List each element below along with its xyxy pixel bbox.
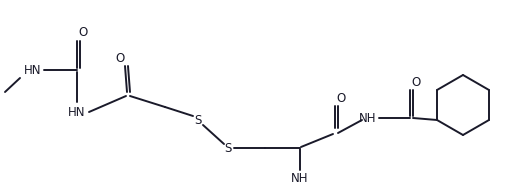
Text: NH: NH — [291, 173, 308, 185]
Text: O: O — [78, 26, 87, 40]
Text: O: O — [115, 51, 124, 64]
Text: HN: HN — [68, 105, 85, 119]
Text: NH: NH — [359, 112, 376, 125]
Text: S: S — [224, 142, 231, 154]
Text: O: O — [336, 91, 345, 105]
Text: HN: HN — [24, 64, 42, 77]
Text: S: S — [194, 114, 201, 126]
Text: O: O — [411, 75, 420, 88]
